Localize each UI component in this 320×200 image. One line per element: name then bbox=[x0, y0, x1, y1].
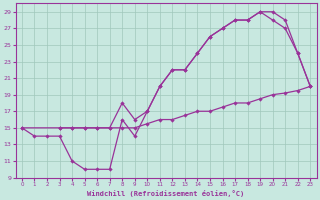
X-axis label: Windchill (Refroidissement éolien,°C): Windchill (Refroidissement éolien,°C) bbox=[87, 190, 245, 197]
